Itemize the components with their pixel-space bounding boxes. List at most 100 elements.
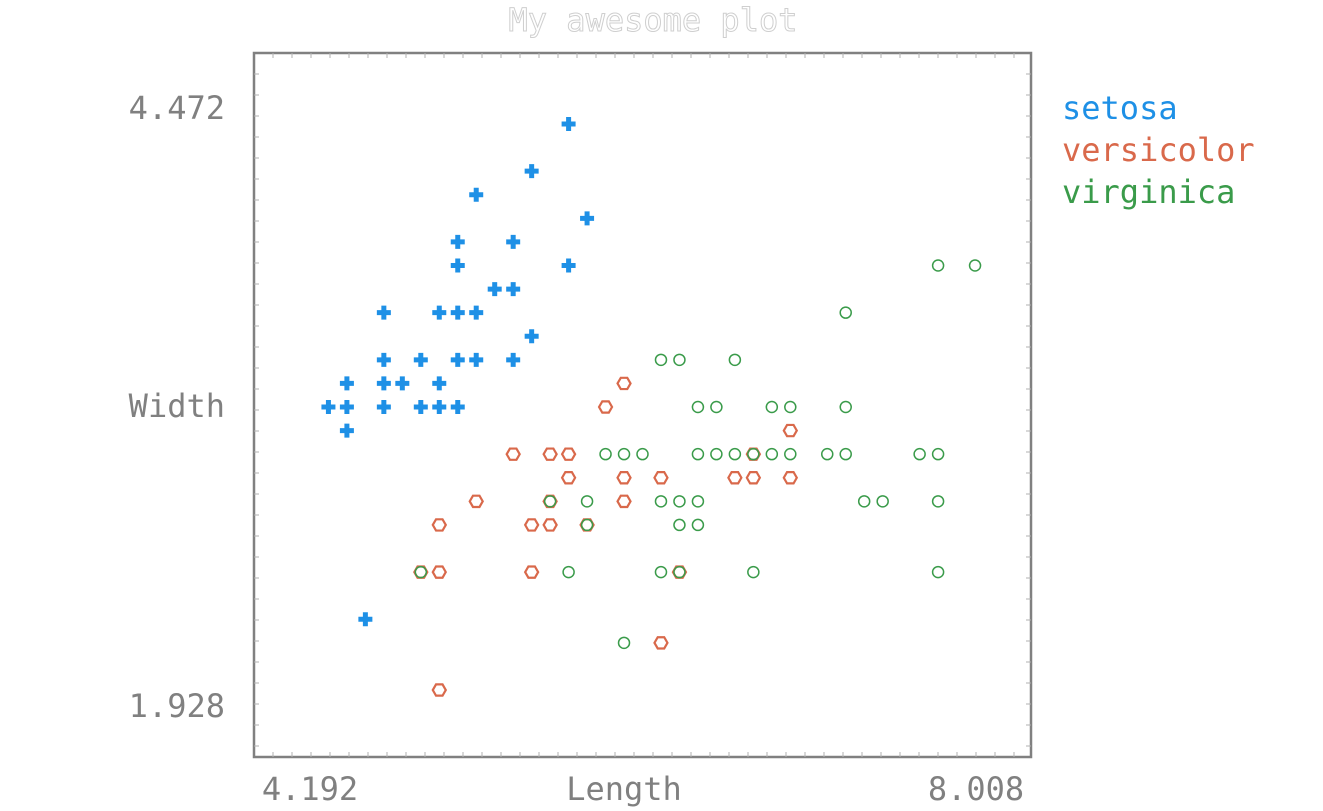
point-versicolor — [579, 518, 595, 532]
point-virginica — [931, 447, 945, 461]
point-setosa — [432, 305, 447, 320]
plot-border — [252, 51, 1033, 759]
point-virginica — [691, 400, 705, 414]
point-versicolor — [616, 494, 632, 509]
point-virginica — [580, 518, 594, 532]
point-virginica — [414, 565, 428, 579]
point-versicolor — [431, 683, 448, 697]
point-virginica — [580, 495, 594, 508]
point-setosa — [321, 400, 336, 414]
point-setosa — [395, 376, 410, 391]
legend-item-virginica: virginica — [1062, 173, 1235, 211]
series-versicolor — [413, 376, 799, 697]
point-virginica — [728, 447, 742, 461]
point-virginica — [839, 400, 852, 414]
point-virginica — [691, 495, 705, 508]
point-versicolor — [542, 447, 558, 461]
point-setosa — [506, 282, 521, 297]
point-virginica — [636, 447, 649, 461]
point-versicolor — [653, 471, 669, 485]
point-virginica — [673, 353, 686, 367]
point-versicolor — [560, 471, 577, 485]
legend: setosa versicolor virginica — [1062, 89, 1255, 211]
point-versicolor — [782, 423, 799, 438]
chart-title: My awesome plot — [509, 1, 798, 39]
point-versicolor — [523, 518, 540, 532]
point-setosa — [376, 352, 391, 367]
point-setosa — [524, 329, 539, 344]
axis-ticks — [254, 53, 1031, 757]
point-virginica — [931, 495, 945, 508]
point-virginica — [673, 495, 686, 508]
point-versicolor — [505, 447, 521, 461]
point-setosa — [413, 400, 428, 414]
point-virginica — [820, 447, 834, 461]
point-virginica — [857, 495, 871, 508]
point-setosa — [339, 376, 354, 391]
point-virginica — [654, 565, 668, 579]
point-versicolor — [727, 471, 743, 485]
point-virginica — [599, 447, 612, 461]
point-virginica — [673, 518, 686, 532]
point-setosa — [469, 352, 484, 367]
point-virginica — [784, 447, 797, 461]
point-virginica — [654, 353, 668, 367]
legend-item-versicolor: versicolor — [1062, 131, 1255, 169]
point-setosa — [376, 400, 391, 414]
point-versicolor — [616, 376, 632, 391]
point-setosa — [450, 234, 465, 249]
point-setosa — [450, 305, 465, 320]
point-virginica — [728, 353, 742, 367]
point-setosa — [432, 400, 447, 414]
point-virginica — [691, 518, 705, 532]
x-tick-left: 4.192 — [262, 770, 358, 808]
point-versicolor — [560, 447, 577, 461]
point-setosa — [450, 352, 465, 367]
point-virginica — [876, 495, 889, 508]
point-setosa — [506, 234, 521, 249]
point-versicolor — [413, 565, 429, 579]
point-setosa — [580, 211, 595, 226]
point-setosa — [487, 282, 502, 297]
point-virginica — [913, 447, 926, 461]
point-versicolor — [616, 471, 632, 485]
point-versicolor — [782, 471, 799, 485]
point-setosa — [339, 423, 354, 438]
y-axis-label: Width — [129, 387, 225, 425]
point-setosa — [376, 305, 391, 320]
point-virginica — [931, 565, 945, 579]
point-versicolor — [431, 565, 448, 579]
point-virginica — [617, 447, 631, 461]
point-versicolor — [542, 518, 558, 532]
point-virginica — [765, 400, 779, 414]
point-virginica — [839, 306, 852, 319]
x-tick-right: 8.008 — [928, 770, 1024, 808]
point-setosa — [450, 258, 465, 273]
point-setosa — [469, 187, 484, 202]
point-versicolor — [468, 494, 485, 509]
point-virginica — [968, 259, 982, 272]
point-virginica — [747, 447, 760, 461]
point-setosa — [413, 352, 428, 367]
point-setosa — [358, 612, 373, 627]
point-versicolor — [523, 565, 540, 579]
point-virginica — [931, 259, 945, 272]
x-axis-label: Length — [566, 770, 682, 808]
point-setosa — [524, 164, 539, 179]
point-virginica — [765, 447, 779, 461]
point-setosa — [450, 400, 465, 414]
point-setosa — [376, 376, 391, 391]
point-virginica — [747, 565, 760, 579]
point-versicolor — [431, 518, 448, 532]
legend-item-setosa: setosa — [1062, 89, 1178, 127]
point-versicolor — [745, 471, 762, 485]
point-versicolor — [653, 636, 669, 650]
point-virginica — [673, 565, 686, 579]
point-virginica — [710, 447, 723, 461]
point-virginica — [784, 400, 797, 414]
point-virginica — [710, 400, 723, 414]
point-setosa — [469, 305, 484, 320]
point-virginica — [543, 495, 557, 508]
point-setosa — [506, 352, 521, 367]
